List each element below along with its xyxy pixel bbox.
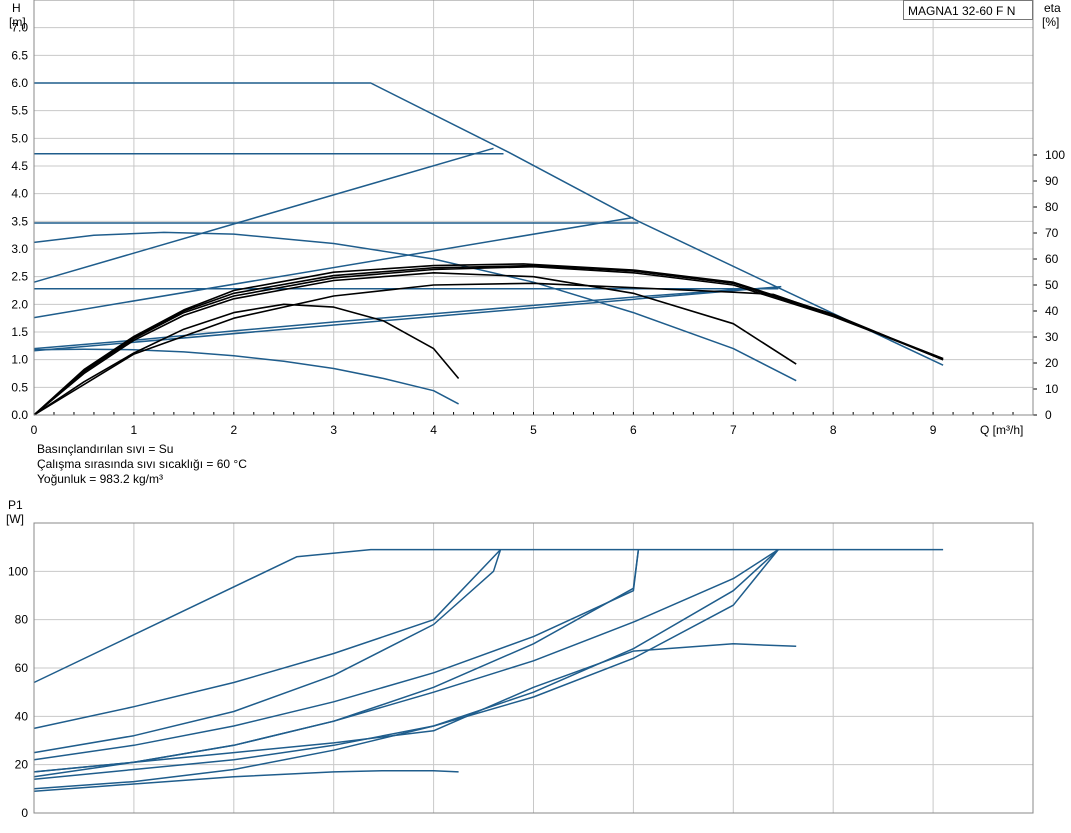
eta-tick-label: 60 [1045, 252, 1059, 266]
head-chart-frame [33, 0, 1034, 416]
power-tick-label: 100 [8, 564, 28, 578]
head-curve-11 [33, 272, 797, 416]
eta-tick-label: 70 [1045, 226, 1059, 240]
y-tick-label: 3.0 [11, 242, 28, 256]
y-tick-label: 0.5 [11, 380, 28, 394]
x-tick-label: 4 [430, 423, 437, 437]
y-tick-label: 2.0 [11, 297, 28, 311]
fluid-info-line-2: Çalışma sırasında sıvı sıcaklığı = 60 °C [37, 457, 247, 471]
head-curve-4 [33, 147, 494, 283]
x-tick-label: 2 [230, 423, 237, 437]
x-tick-label: 9 [930, 423, 937, 437]
head-curve-6 [33, 285, 782, 352]
y-tick-label: 2.5 [11, 270, 28, 284]
head-curve-7 [33, 231, 797, 382]
head-axis-label: H [12, 1, 21, 15]
power-chart-ticks: 0 20 40 60 80 100 [8, 564, 28, 820]
power-curve-8 [33, 769, 459, 793]
head-axis-unit: [m] [9, 15, 26, 29]
power-curve-9 [33, 549, 779, 780]
y-tick-label: 4.5 [11, 159, 28, 173]
head-chart-grid [34, 0, 1034, 415]
head-chart-ticks: 0 1 2 3 4 5 6 7 8 9 0.0 0.5 1.0 1.5 2.0 2.5 3.0 3.5 4.0 4.5… [11, 21, 1065, 437]
x-tick-label: 1 [131, 423, 138, 437]
head-curve-5 [33, 216, 634, 319]
eta-tick-label: 90 [1045, 174, 1059, 188]
flow-axis-label: Q [m³/h] [980, 423, 1023, 437]
power-tick-label: 60 [15, 661, 29, 675]
eta-tick-label: 80 [1045, 200, 1059, 214]
head-curve-10 [33, 303, 460, 416]
model-label: MAGNA1 32-60 F N [903, 0, 1033, 20]
eta-axis-unit: [%] [1042, 15, 1059, 29]
y-tick-label: 1.0 [11, 353, 28, 367]
fluid-info-line-1: Basınçlandırılan sıvı = Su [37, 442, 174, 456]
eta-tick-label: 100 [1045, 148, 1065, 162]
y-tick-label: 6.5 [11, 48, 28, 62]
head-curve-12 [33, 265, 944, 416]
power-tick-label: 20 [15, 758, 29, 772]
power-curve-2 [33, 549, 502, 754]
eta-tick-label: 30 [1045, 330, 1059, 344]
x-tick-label: 5 [530, 423, 537, 437]
eta-tick-label: 0 [1045, 408, 1052, 422]
x-tick-label: 3 [330, 423, 337, 437]
y-tick-label: 6.0 [11, 76, 28, 90]
y-tick-label: 1.5 [11, 325, 28, 339]
power-tick-label: 40 [15, 709, 29, 723]
power-tick-label: 80 [15, 613, 29, 627]
power-chart-frame [33, 522, 1034, 814]
power-curve-6 [33, 549, 779, 790]
power-curve-7 [33, 643, 797, 773]
head-curve-13 [33, 264, 944, 416]
power-chart-grid [34, 523, 1034, 813]
eta-tick-label: 50 [1045, 278, 1059, 292]
power-curve-4 [33, 549, 640, 773]
head-curve-0 [34, 82, 944, 366]
power-chart-series [33, 548, 944, 793]
fluid-info-line-3: Yoğunluk = 983.2 kg/m³ [37, 472, 163, 486]
head-chart-series [33, 82, 944, 416]
y-tick-label: 0.0 [11, 408, 28, 422]
power-tick-label: 0 [21, 806, 28, 820]
head-curve-8 [33, 348, 459, 405]
y-tick-label: 5.5 [11, 104, 28, 118]
x-tick-label: 7 [730, 423, 737, 437]
power-curve-1 [33, 549, 502, 730]
x-tick-label: 6 [630, 423, 637, 437]
y-tick-label: 4.0 [11, 187, 28, 201]
x-tick-label: 8 [830, 423, 837, 437]
power-axis-unit: [W] [6, 512, 24, 526]
power-axis-label: P1 [8, 498, 23, 512]
eta-tick-label: 40 [1045, 304, 1059, 318]
y-tick-label: 7.0 [11, 21, 28, 35]
head-curve-15 [33, 282, 944, 416]
eta-axis-label: eta [1044, 1, 1061, 15]
power-curve-0 [33, 548, 944, 684]
y-tick-label: 3.5 [11, 214, 28, 228]
power-curve-5 [33, 548, 779, 778]
head-curve-14 [33, 263, 944, 416]
y-tick-label: 5.0 [11, 131, 28, 145]
x-tick-label: 0 [31, 423, 38, 437]
eta-tick-label: 10 [1045, 382, 1059, 396]
eta-tick-label: 20 [1045, 356, 1059, 370]
